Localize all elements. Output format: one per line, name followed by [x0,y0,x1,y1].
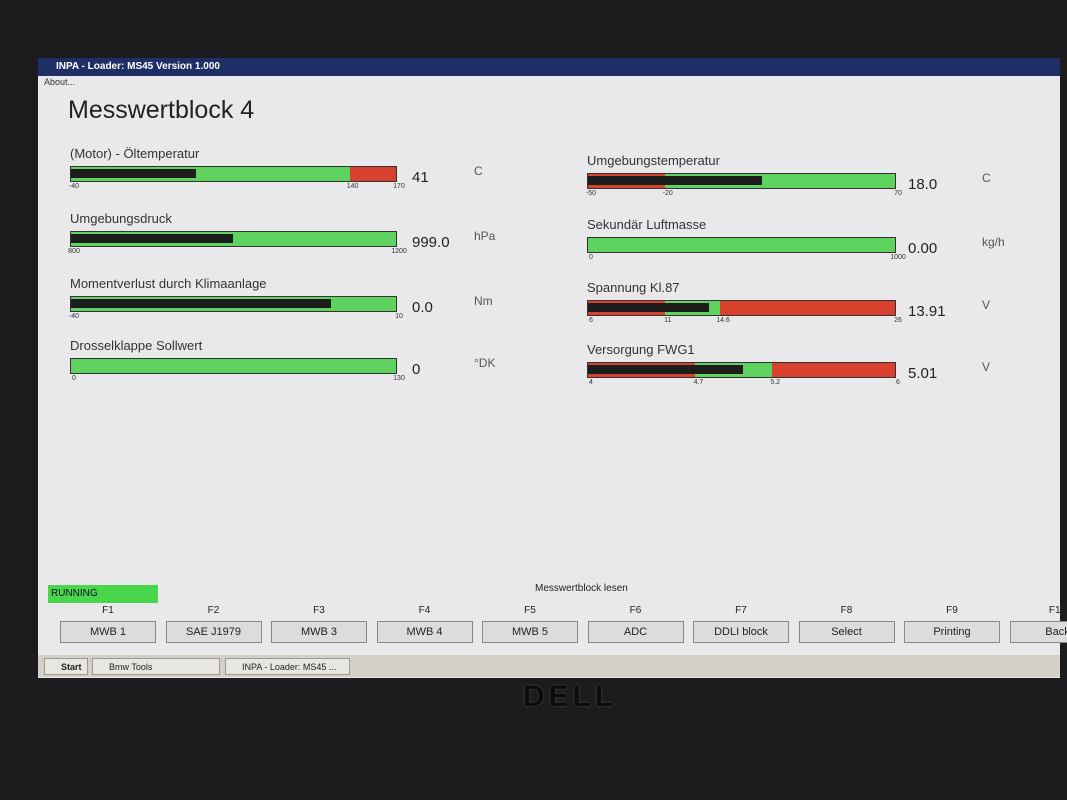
gauge-value: 999.0 [412,234,450,251]
function-key-label: F5 [524,605,536,616]
gauge-zone [772,363,895,377]
function-key-label: F8 [840,605,853,616]
gauge-unit: V [982,298,991,312]
gauge-tick: 140 [346,183,359,190]
gauge-unit: Nm [474,294,493,308]
function-button[interactable]: Printing [904,621,1000,643]
gauge-value: 5.01 [908,365,938,382]
gauge-needle [588,303,710,312]
gauge-tick: 14.6 [716,317,730,324]
gauge-bar [587,237,896,253]
function-key-label: F9 [946,605,958,616]
function-button[interactable]: DDLI block [693,621,789,643]
gauge-tick: 6 [589,317,593,324]
gauge-value: 0 [412,361,421,378]
gauge-label: Drosselklappe Sollwert [70,338,203,353]
function-button[interactable]: MWB 5 [482,621,578,643]
function-key-label: F10 [1048,605,1067,616]
gauge-tick: -40 [68,313,80,320]
function-button[interactable]: MWB 3 [271,621,367,643]
taskbar-item[interactable]: INPA - Loader: MS45 ... [225,658,350,675]
gauge-bar [70,296,397,312]
heading: Messwertblock 4 [68,96,255,124]
gauge-value: 0.0 [412,299,433,316]
function-key-label: F1 [102,605,114,616]
gauge-label: Momentverlust durch Klimaanlage [70,276,267,291]
gauge-label: Umgebungsdruck [70,211,172,226]
taskbar-item[interactable]: Bmw Tools [92,658,220,675]
gauge-zone [71,359,396,373]
menu-item[interactable]: About... [44,77,76,87]
gauge-tick: 11 [664,317,672,324]
gauge-label: Spannung Kl.87 [587,280,680,295]
gauge-bar [587,362,896,378]
gauge-needle [71,169,197,178]
gauge-tick: 800 [68,248,80,255]
gauge-value: 41 [412,169,429,186]
function-button[interactable]: Select [798,621,895,643]
brand-logo: DELL [522,680,618,713]
gauge-unit: C [474,164,483,178]
function-key-label: F2 [207,605,220,616]
function-key-label: F4 [418,605,431,616]
gauge-bar [587,173,896,189]
gauge-unit: C [982,171,991,185]
gauge-label: Versorgung FWG1 [587,342,695,357]
status: RUNNING [48,585,158,603]
gauge-tick: 0 [72,375,76,382]
gauge-unit: kg/h [982,235,1005,249]
gauge-tick: 6 [896,379,900,386]
gauge-tick: 0 [589,254,593,261]
gauge-bar [70,166,397,182]
function-button[interactable]: MWB 4 [376,621,473,643]
gauge-label: Umgebungstemperatur [587,153,720,168]
window-title: INPA - Loader: MS45 Version 1.000 [38,58,1060,76]
gauge-tick: 130 [393,375,405,382]
gauge-tick: 4.7 [693,379,704,386]
gauge-zone [720,301,895,315]
gauge-tick: 70 [894,190,902,197]
gauge-needle [71,234,233,243]
function-key-label: F7 [735,605,747,616]
gauge-tick: -20 [662,190,673,197]
function-key-label: F3 [313,605,325,616]
start-button[interactable]: Start [44,658,88,675]
gauge-bar [70,231,397,247]
gauge-label: Sekundär Luftmasse [587,217,707,232]
gauge-unit: V [982,360,991,374]
gauge-tick: -50 [585,190,597,197]
gauge-label: (Motor) - Öltemperatur [70,146,200,161]
function-button[interactable]: SAE J1979 [165,621,262,643]
gauge-zone [349,167,396,181]
gauge-tick: 170 [393,183,405,190]
gauge-bar [70,358,397,374]
gauge-tick: 26 [894,317,902,324]
gauge-tick: 1200 [391,248,407,255]
gauge-value: 18.0 [908,176,938,193]
function-button[interactable]: ADC [587,621,684,643]
gauge-needle [71,299,331,308]
function-button[interactable]: Back [1009,621,1067,643]
gauge-tick: 4 [589,379,593,386]
function-button[interactable]: MWB 1 [60,621,156,643]
gauge-tick: 5.2 [770,379,781,386]
gauge-needle [588,176,762,185]
gauge-unit: hPa [474,229,496,243]
section-title: Messwertblock lesen [535,583,628,594]
gauge-tick: 1000 [890,254,906,261]
gauge-value: 0.00 [908,240,938,257]
gauge-bar [587,300,896,316]
gauge-tick: 10 [395,313,403,320]
gauge-zone [588,238,895,252]
gauge-needle [588,365,744,374]
gauge-value: 13.91 [908,303,946,320]
gauge-tick: -40 [68,183,80,190]
gauge-unit: °DK [474,356,496,370]
function-key-label: F6 [629,605,642,616]
